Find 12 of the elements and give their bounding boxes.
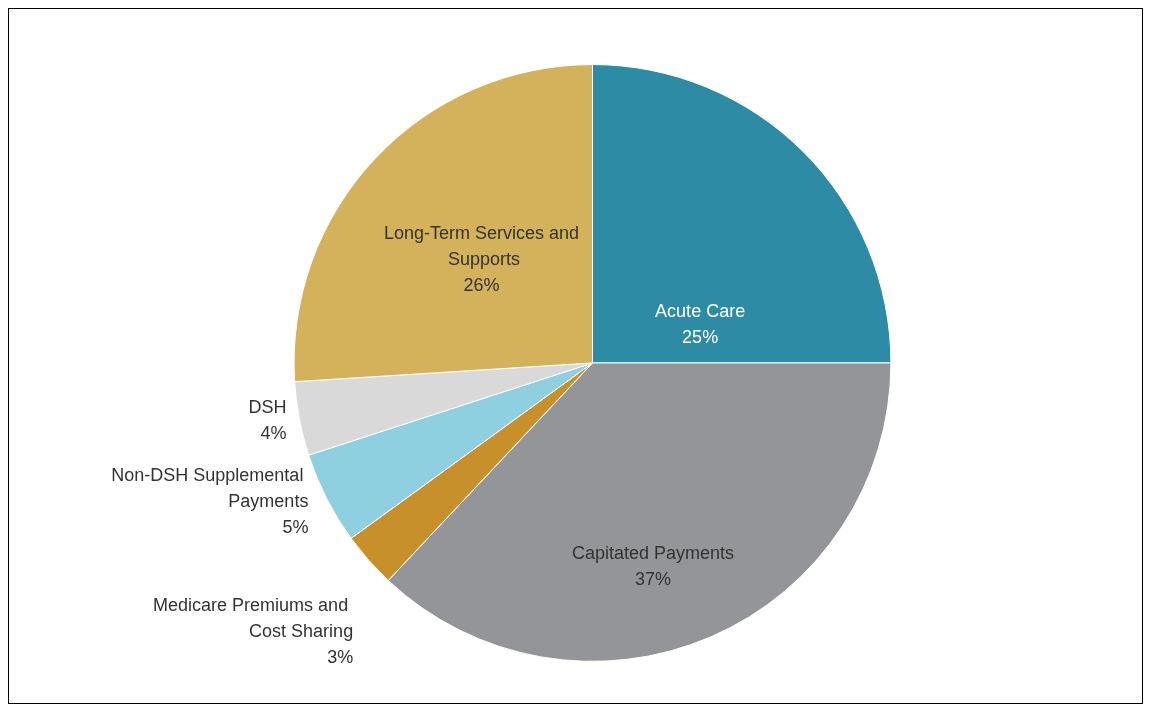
- slice-label: Acute Care: [655, 300, 746, 321]
- data-label: 4%: [260, 422, 287, 443]
- slice-label: Capitated Payments: [571, 543, 734, 564]
- data-label: 37%: [634, 569, 671, 590]
- data-label: 5%: [282, 517, 309, 538]
- slice-label: Medicare Premiums and Cost Sharing: [153, 595, 354, 642]
- data-label: 3%: [327, 647, 354, 668]
- data-label: 25%: [682, 326, 719, 347]
- slice-label: DSH: [248, 396, 287, 417]
- data-label: 26%: [463, 274, 500, 295]
- slice-label: Long-Term Services and Supports: [383, 222, 580, 269]
- slice-label: Non-DSH Supplemental Payments: [111, 465, 309, 512]
